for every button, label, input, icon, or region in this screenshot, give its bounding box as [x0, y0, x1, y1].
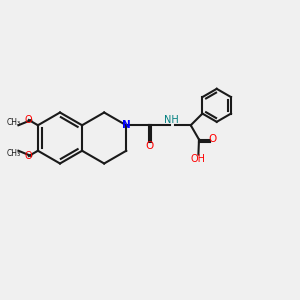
- Text: CH₃: CH₃: [7, 148, 21, 158]
- Text: O: O: [145, 141, 154, 151]
- Text: O: O: [24, 115, 32, 125]
- Text: CH₃: CH₃: [7, 118, 21, 127]
- Text: NH: NH: [164, 115, 178, 125]
- Text: O: O: [208, 134, 217, 144]
- Text: O: O: [24, 151, 32, 161]
- Text: N: N: [122, 120, 130, 130]
- Text: OH: OH: [191, 154, 206, 164]
